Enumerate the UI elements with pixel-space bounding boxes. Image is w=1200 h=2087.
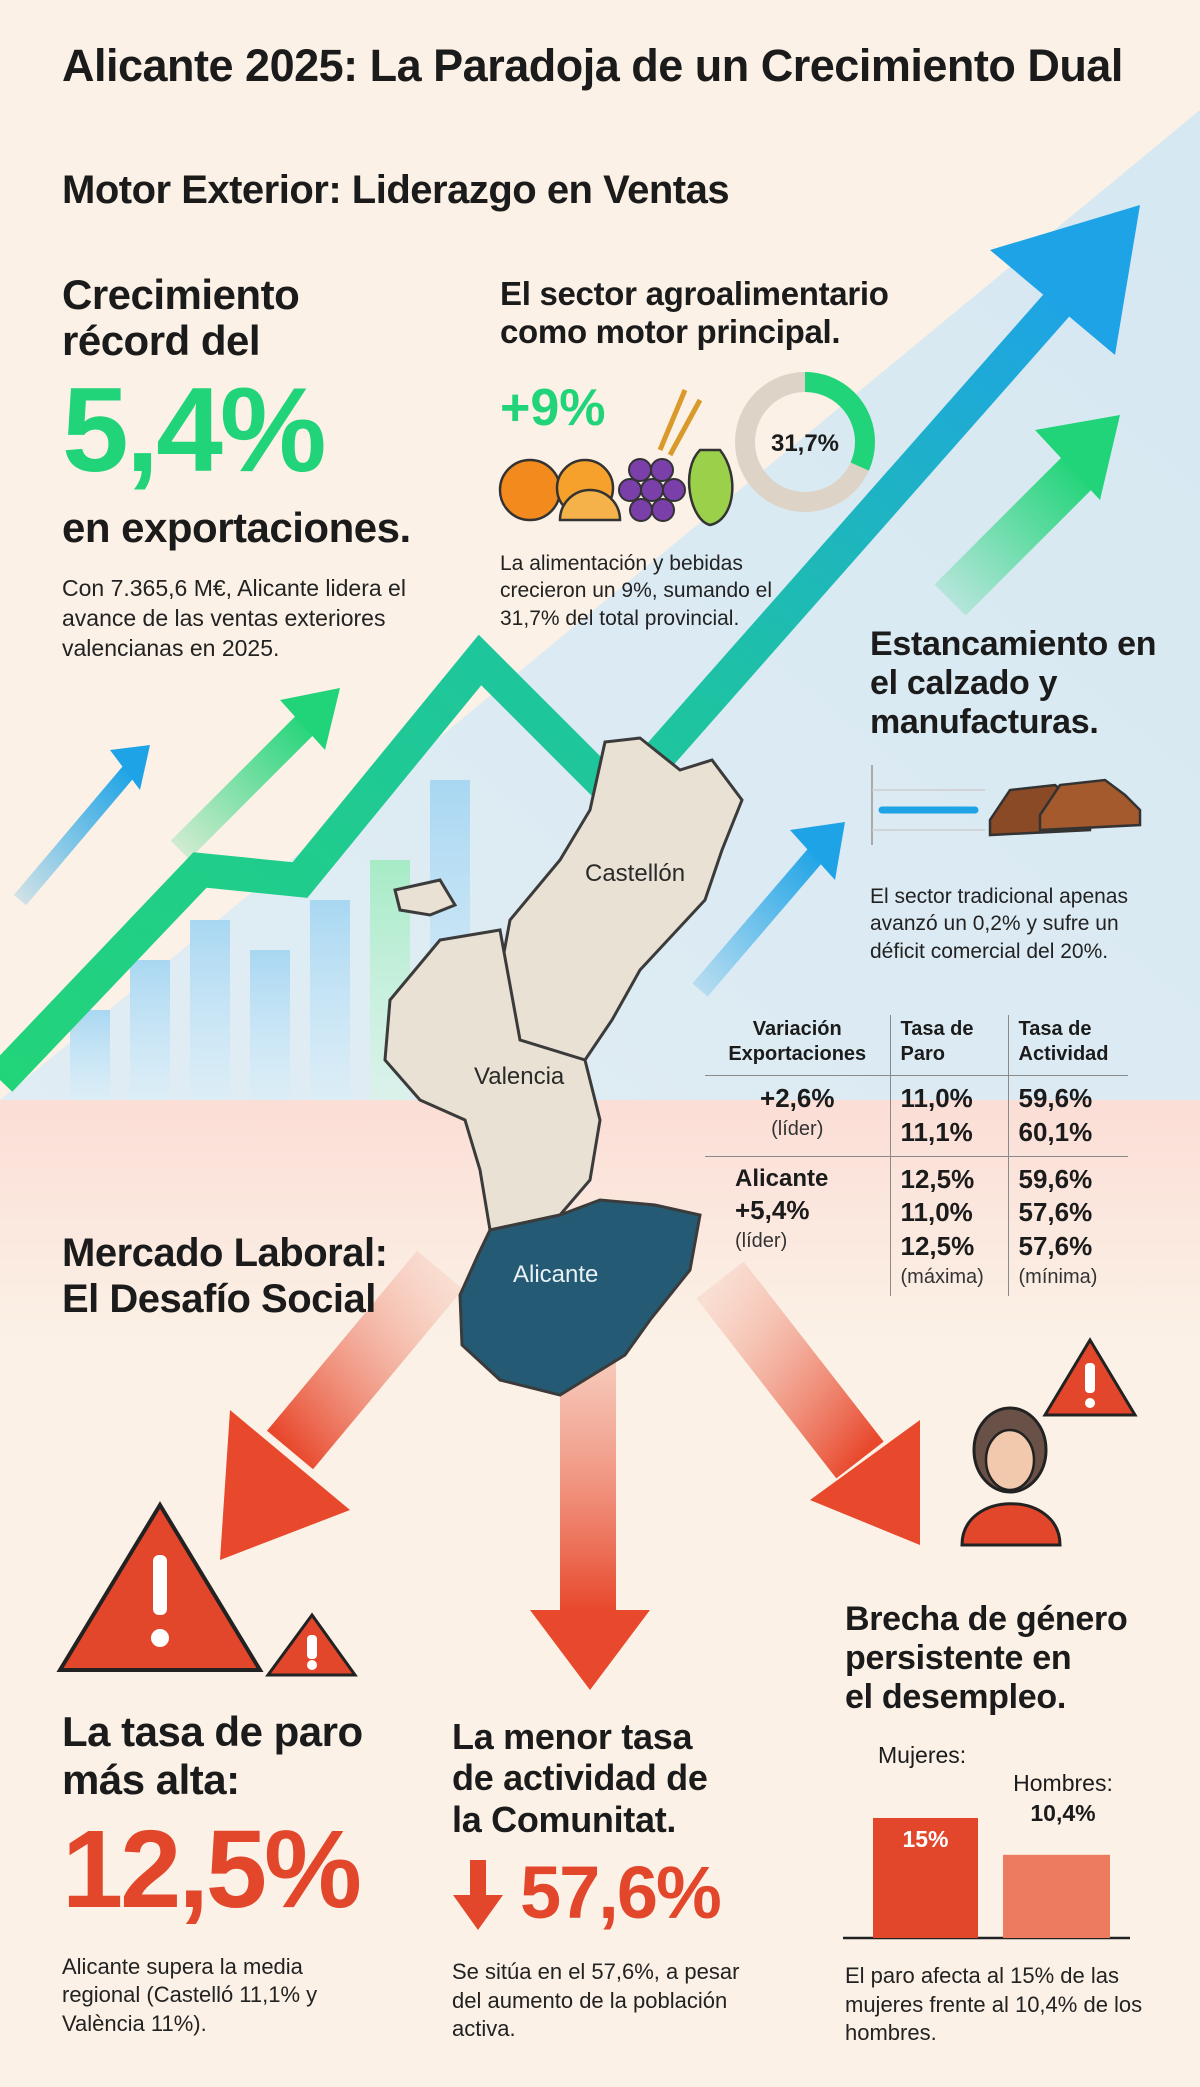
table-cell: 11,1% [900,1116,973,1147]
footwear-block: Estancamiento en el calzado y manufactur… [870,625,1170,742]
table-cell: 11,0% [900,1083,973,1113]
women-bar [873,1818,978,1938]
region-map [383,736,744,1397]
map-label-castellon: Castellón [585,860,686,887]
genero-description: El paro afecta al 15% de las mujeres fre… [845,1963,1143,2046]
women-label: Mujeres: [878,1742,967,1768]
agro-block: El sector agroalimentario como motor pri… [500,275,940,351]
table-cell: 12,5% [900,1231,975,1262]
table-cell: 60,1% [1018,1116,1093,1147]
flat-line-chart [871,765,985,845]
table-row: +2,6% (líder) 11,0% 11,1% 59,6% 60,1% [705,1075,1128,1157]
growth-line-1: Crecimiento [62,271,300,318]
trend-line-arrow [0,205,1140,1092]
section-heading-exterior: Motor Exterior: Liderazgo en Ventas [62,168,730,212]
donut-value: 31,7% [770,430,840,457]
growth-description: Con 7.365,6 M€, Alicante lidera el avanc… [62,575,406,662]
table-cell: 59,6% [1018,1083,1093,1113]
footwear-heading: Estancamiento en el calzado y manufactur… [870,625,1157,742]
table-cell: (mínima) [1018,1265,1098,1288]
actividad-block: La menor tasa de actividad de la Comunit… [452,1716,708,1840]
fruit-icon [498,389,734,527]
paro-value: 12,5% [62,1807,362,1931]
agro-description: La alimentación y bebidas crecieron un 9… [500,552,772,630]
agro-heading: El sector agroalimentario como motor pri… [500,275,889,350]
small-arrow-icons [13,415,1120,997]
women-value: 15% [902,1826,949,1852]
table-cell: (líder) [771,1117,824,1140]
genero-heading-line-2: persistente en [845,1639,1072,1678]
paro-description: Alicante supera la media regional (Caste… [62,1953,318,2036]
table-row: Alicante +5,4% (líder) 12,5% 11,0% 12,5%… [705,1156,1128,1296]
donut-chart [735,372,875,512]
men-bar [1003,1854,1110,1938]
paro-heading-line-2: más alta: [62,1756,240,1804]
table-header-paro: Tasa de Paro [889,1015,1008,1076]
paro-block: La tasa de paro más alta: 12,5% Alicante… [62,1708,363,2038]
woman-avatar-icon [960,1406,1062,1547]
labor-heading-line-2: El Desafío Social [62,1277,376,1321]
red-arrows [220,1250,920,1690]
men-label: Hombres: [1013,1770,1113,1796]
growth-line-2: récord del [62,317,261,365]
table-cell: 57,6% [1018,1231,1093,1262]
footwear-description: El sector tradicional apenas avanzó un 0… [870,885,1128,963]
shoes-icon [988,778,1142,837]
actividad-heading-line-3: la Comunitat. [452,1798,677,1840]
stats-table: Variación Exportaciones Tasa de Paro Tas… [705,1015,1128,1296]
actividad-description: Se sitúa en el 57,6%, a pesar del aument… [452,1959,740,2042]
table-cell: +5,4% [735,1194,810,1225]
table-cell: (máxima) [900,1265,984,1288]
labor-heading-line-1: Mercado Laboral: [62,1231,388,1275]
down-arrow-icon [453,1860,503,1930]
map-label-alicante: Alicante [513,1261,599,1288]
table-cell: +2,6% [760,1083,835,1113]
agro-pct: +9% [500,379,606,437]
table-header-exports: Variación Exportaciones [728,1018,867,1065]
growth-value: 5,4% [62,363,327,498]
table-cell: 12,5% [900,1163,975,1194]
actividad-heading-line-1: La menor tasa [452,1716,693,1757]
table-cell: 11,0% [900,1197,973,1228]
actividad-heading-line-2: de actividad de [452,1757,708,1799]
genero-heading-line-3: el desempleo. [845,1678,1066,1717]
actividad-value: 57,6% [520,1851,722,1934]
table-cell: (líder) [735,1229,788,1252]
men-value: 10,4% [1030,1800,1096,1826]
genero-heading-line-1: Brecha de género [845,1600,1128,1638]
warning-icon [56,1337,1138,1677]
map-label-valencia: Valencia [474,1063,565,1090]
stats-table-wrapper: Variación Exportaciones Tasa de Paro Tas… [705,1015,1128,1296]
section-heading-labor: Mercado Laboral: El Desafío Social [62,1230,388,1322]
table-cell: 57,6% [1018,1197,1093,1228]
paro-heading-line-1: La tasa de paro [62,1708,363,1755]
table-cell: 59,6% [1018,1163,1093,1194]
genero-block: Brecha de género persistente en el desem… [845,1600,1128,1717]
bar-graphic [70,780,470,1100]
export-growth-block: Crecimiento récord del 5,4% en exportaci… [62,271,442,664]
growth-line-3: en exportaciones. [62,504,411,552]
page-title: Alicante 2025: La Paradoja de un Crecimi… [62,40,1123,91]
table-cell: Alicante [735,1164,829,1192]
table-header-actividad: Tasa de Actividad [1007,1015,1128,1076]
